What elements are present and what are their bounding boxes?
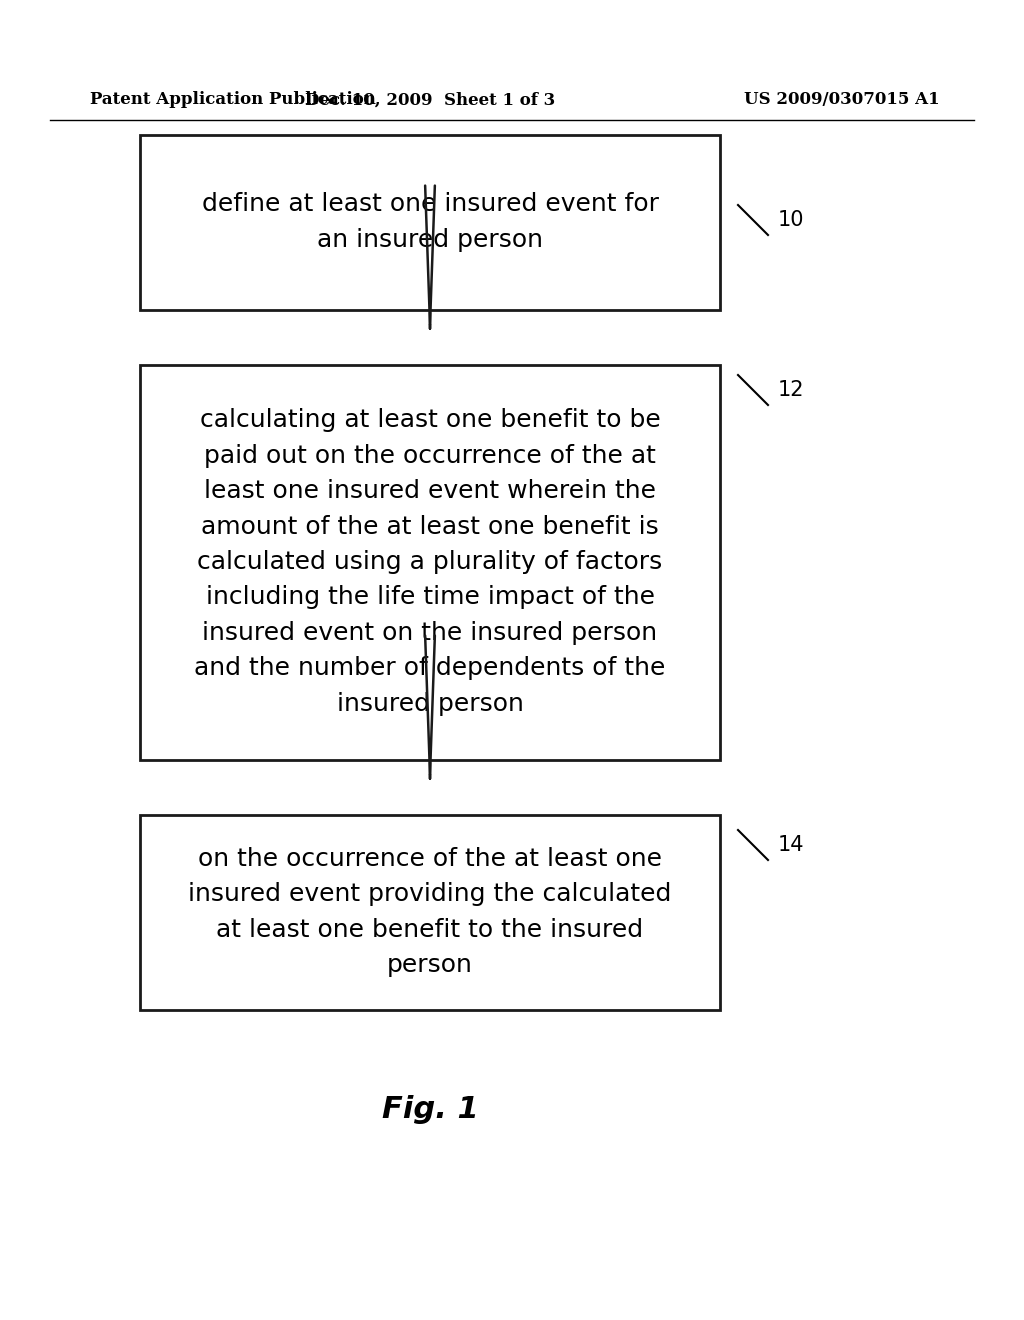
Bar [140,366,720,760]
Text: Patent Application Publication: Patent Application Publication [90,91,376,108]
Text: 12: 12 [778,380,805,400]
Text: 10: 10 [778,210,805,230]
Text: 14: 14 [778,836,805,855]
Text: define at least one insured event for
an insured person: define at least one insured event for an… [202,193,658,252]
Bar [140,135,720,310]
Text: on the occurrence of the at least one
insured event providing the calculated
at : on the occurrence of the at least one in… [188,847,672,977]
Text: Fig. 1: Fig. 1 [382,1096,478,1125]
Text: calculating at least one benefit to be
paid out on the occurrence of the at
leas: calculating at least one benefit to be p… [195,408,666,715]
Text: Dec. 10, 2009  Sheet 1 of 3: Dec. 10, 2009 Sheet 1 of 3 [305,91,555,108]
Bar [140,814,720,1010]
Text: US 2009/0307015 A1: US 2009/0307015 A1 [744,91,940,108]
